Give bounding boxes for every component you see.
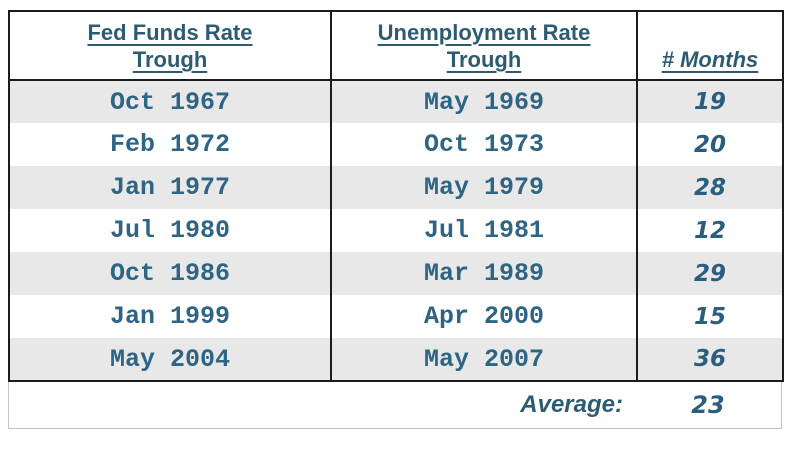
table-row: Jul 1980 Jul 1981 12: [9, 209, 783, 252]
fed-funds-trough-cell: Oct 1967: [109, 87, 231, 117]
table-body: Oct 1967 May 1969 19 Feb 1972 Oct 1973 20 Jan …: [9, 80, 783, 381]
months-cell: 29: [636, 252, 783, 295]
average-value: 23: [691, 391, 725, 419]
header-months: # Months: [636, 11, 783, 81]
header-unemployment-rate-trough: Unemployment Rate Trough: [330, 11, 637, 81]
months-cell: 19: [636, 80, 783, 123]
unemployment-trough-cell: May 1969: [330, 80, 637, 123]
table-row: Feb 1972 Oct 1973 20: [9, 123, 783, 166]
months-cell: 36: [636, 338, 783, 381]
table-row: Jan 1999 Apr 2000 15: [9, 295, 783, 338]
unemployment-trough-cell: May 2007: [330, 338, 637, 381]
unemployment-trough-cell: May 1979: [330, 166, 637, 209]
months-cell: 15: [636, 295, 783, 338]
header-fed-funds-line2: Trough: [132, 47, 208, 72]
average-label: Average:: [520, 391, 623, 418]
fed-funds-trough-cell: Feb 1972: [109, 130, 231, 159]
header-fed-funds-line1: Fed Funds Rate: [87, 20, 253, 45]
unemployment-trough-cell: Mar 1989: [330, 252, 637, 295]
table-row: May 2004 May 2007 36: [9, 338, 783, 381]
unemployment-trough-cell: Oct 1973: [330, 123, 637, 166]
rate-trough-table-container: Fed Funds Rate Trough Unemployment Rate …: [8, 10, 784, 429]
table-row: Jan 1977 May 1979 28: [9, 166, 783, 209]
rate-trough-table: Fed Funds Rate Trough Unemployment Rate …: [8, 10, 784, 382]
fed-funds-trough-cell: Jan 1999: [109, 302, 231, 331]
fed-funds-trough-cell: Oct 1986: [109, 259, 231, 288]
fed-funds-trough-cell: Jul 1980: [109, 216, 231, 245]
unemployment-trough-cell: Apr 2000: [330, 295, 637, 338]
table-row: Oct 1986 Mar 1989 29: [9, 252, 783, 295]
header-fed-funds-rate-trough: Fed Funds Rate Trough: [9, 11, 331, 81]
header-row: Fed Funds Rate Trough Unemployment Rate …: [9, 11, 783, 81]
header-unemployment-line2: Trough: [446, 47, 522, 72]
table-row: Oct 1967 May 1969 19: [9, 80, 783, 123]
months-cell: 28: [636, 166, 783, 209]
fed-funds-trough-cell: May 2004: [109, 344, 231, 374]
table-header: Fed Funds Rate Trough Unemployment Rate …: [9, 11, 783, 81]
unemployment-trough-cell: Jul 1981: [330, 209, 637, 252]
header-unemployment-line1: Unemployment Rate: [377, 20, 591, 45]
average-row: Average: 23: [8, 382, 782, 429]
months-cell: 20: [636, 123, 783, 166]
fed-funds-trough-cell: Jan 1977: [109, 173, 231, 202]
months-cell: 12: [636, 209, 783, 252]
